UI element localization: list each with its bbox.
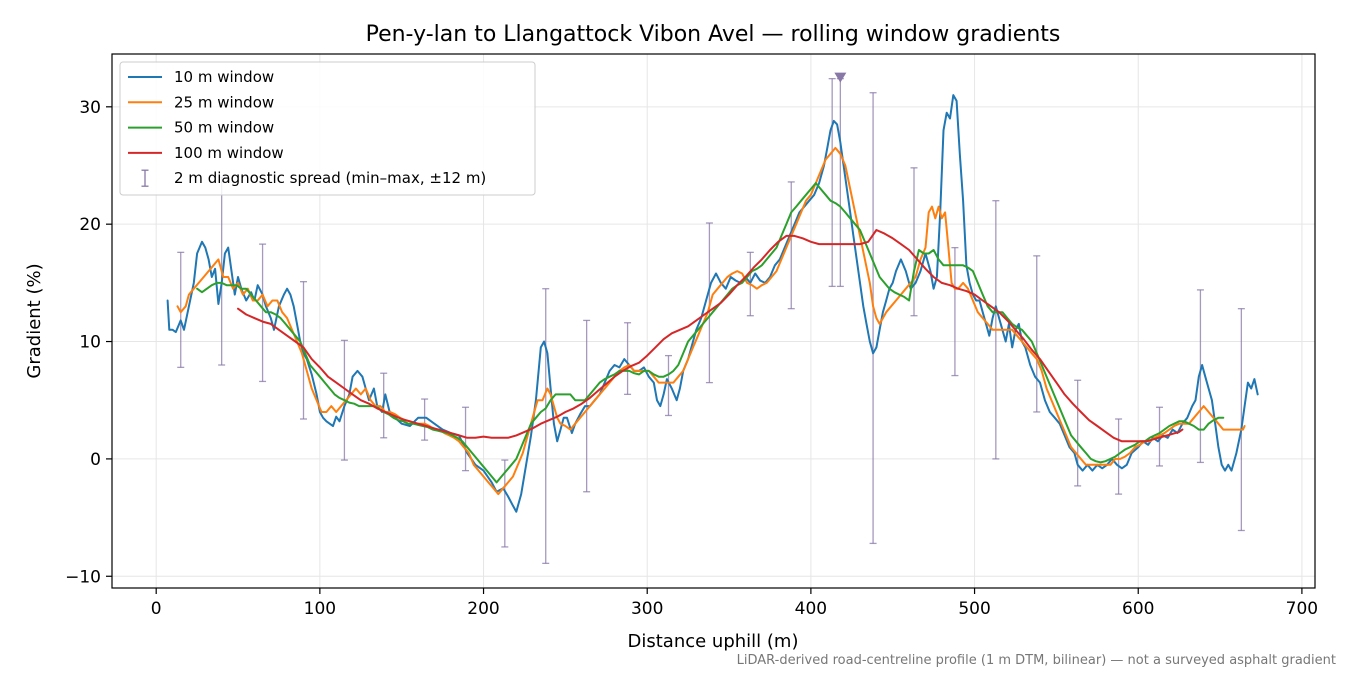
x-tick-label: 100 bbox=[304, 599, 336, 619]
series-lines bbox=[166, 94, 1259, 513]
footnote: LiDAR-derived road-centreline profile (1… bbox=[737, 653, 1336, 668]
chart-title: Pen-y-lan to Llangattock Vibon Avel — ro… bbox=[366, 22, 1061, 47]
y-axis-ticks: −10 0 10 20 30 bbox=[65, 98, 112, 587]
x-tick-label: 700 bbox=[1286, 599, 1318, 619]
y-tick-label: 20 bbox=[79, 215, 101, 235]
error-bar bbox=[1033, 255, 1041, 413]
error-bar bbox=[828, 77, 836, 288]
x-tick-label: 0 bbox=[151, 599, 162, 619]
legend-label: 25 m window bbox=[174, 93, 274, 111]
error-bar bbox=[951, 246, 959, 377]
error-bar bbox=[421, 398, 429, 441]
legend-label: 10 m window bbox=[174, 68, 274, 86]
error-bar bbox=[664, 354, 672, 417]
series-line-3 bbox=[196, 182, 1225, 484]
series-line-4 bbox=[237, 229, 1184, 443]
x-tick-label: 500 bbox=[958, 599, 990, 619]
peak-marker-group bbox=[834, 72, 847, 83]
series-line-2 bbox=[176, 146, 1246, 496]
y-tick-label: 0 bbox=[90, 450, 101, 470]
error-bar bbox=[1115, 418, 1123, 495]
x-tick-label: 200 bbox=[467, 599, 499, 619]
x-tick-label: 400 bbox=[795, 599, 827, 619]
y-tick-label: 30 bbox=[79, 98, 101, 118]
error-bar bbox=[624, 322, 632, 396]
legend-label: 100 m window bbox=[174, 144, 284, 162]
legend: 10 m window 25 m window 50 m window 100 m w… bbox=[119, 61, 536, 196]
error-bar bbox=[869, 92, 877, 545]
x-axis-label: Distance uphill (m) bbox=[628, 631, 799, 652]
y-tick-label: −10 bbox=[65, 567, 101, 587]
error-bar bbox=[462, 406, 470, 472]
y-axis-label: Gradient (%) bbox=[24, 263, 45, 378]
x-tick-label: 300 bbox=[631, 599, 663, 619]
error-bar bbox=[910, 167, 918, 317]
legend-box bbox=[119, 61, 536, 196]
error-bar bbox=[501, 459, 509, 548]
error-bar bbox=[1074, 379, 1082, 487]
error-bar bbox=[177, 251, 185, 369]
peak-marker bbox=[834, 72, 847, 83]
plot-frame bbox=[111, 53, 1316, 589]
error-bar bbox=[259, 243, 267, 383]
x-tick-label: 600 bbox=[1122, 599, 1154, 619]
error-bar bbox=[1196, 289, 1204, 464]
y-tick-label: 10 bbox=[79, 333, 101, 353]
error-bar bbox=[787, 181, 795, 310]
error-bars bbox=[177, 77, 1245, 565]
legend-label: 50 m window bbox=[174, 119, 274, 137]
legend-label: 2 m diagnostic spread (min–max, ±12 m) bbox=[174, 169, 486, 187]
error-bar bbox=[542, 288, 550, 565]
x-axis-ticks: 0 100 200 300 400 500 600 700 bbox=[151, 588, 1318, 619]
error-bar bbox=[1237, 308, 1245, 532]
